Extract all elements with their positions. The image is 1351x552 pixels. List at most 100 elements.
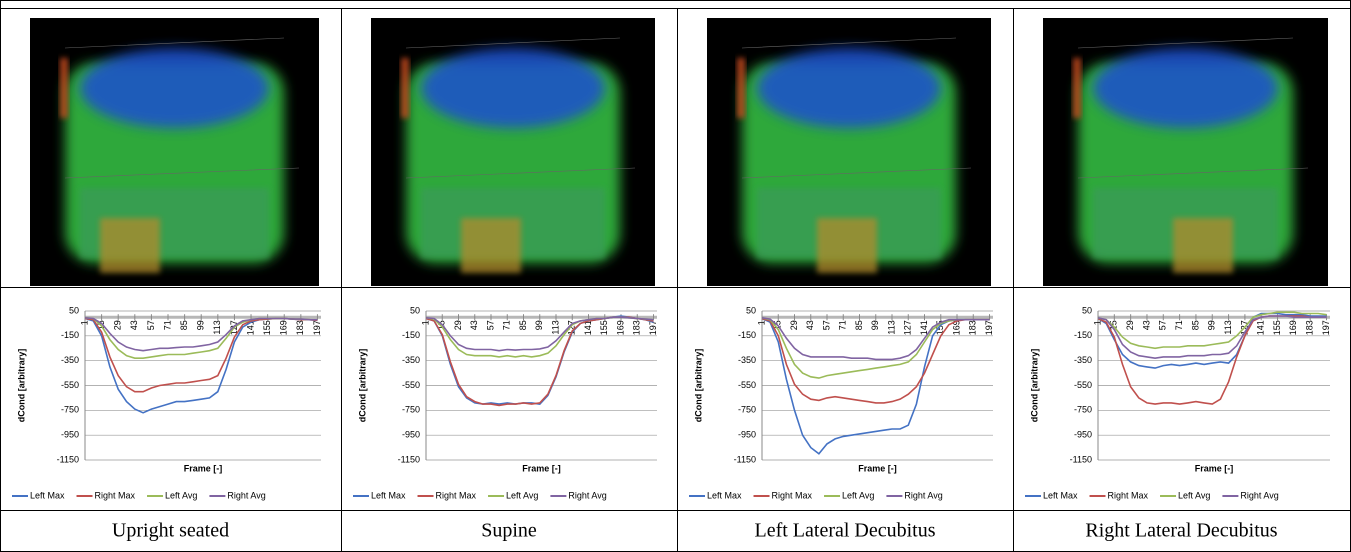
x-tick-label: 127 [567,320,577,335]
y-axis-label: dCond [arbitrary] [16,349,26,423]
x-tick-label: 43 [469,320,479,330]
y-tick-label: -550 [402,380,420,390]
y-tick-label: -950 [1074,430,1092,440]
y-tick-label: -350 [1074,355,1092,365]
x-tick-label: 169 [279,320,289,335]
legend-label: Left Max [1043,490,1078,500]
caption: Upright seated [112,520,229,542]
legend-label: Right Max [772,490,813,500]
y-tick-label: -150 [738,330,756,340]
x-tick-label: 1 [79,320,89,325]
render-edge [401,58,409,118]
x-tick-label: 43 [1141,320,1151,330]
x-tick-label: 197 [312,320,322,335]
x-tick-label: 57 [821,320,831,330]
legend-label: Left Max [371,490,406,500]
render-top [80,48,269,128]
caption: Left Lateral Decubitus [754,520,935,542]
x-tick-label: 1 [756,320,766,325]
series-line [1097,311,1327,350]
y-tick-label: -1150 [398,454,420,464]
x-axis-label: Frame [-] [522,463,561,473]
y-tick-label: -150 [61,330,79,340]
render-edge [60,58,68,118]
x-tick-label: 197 [648,320,658,335]
x-tick-label: 169 [951,320,961,335]
series-line [761,317,990,361]
legend-label: Left Avg [506,490,538,500]
x-tick-label: 197 [984,320,994,335]
x-tick-label: 141 [919,320,929,335]
x-tick-label: 85 [854,320,864,330]
x-axis-label: Frame [-] [1195,463,1234,473]
legend-label: Left Avg [165,490,197,500]
x-tick-label: 43 [805,320,815,330]
x-tick-label: 57 [1158,320,1168,330]
x-tick-label: 99 [196,320,206,330]
y-tick-label: -550 [738,380,756,390]
x-tick-label: 71 [502,320,512,330]
y-tick-label: -750 [738,405,756,415]
legend-label: Right Avg [904,490,942,500]
render-edge [1073,58,1081,118]
x-tick-label: 141 [583,320,593,335]
series-line [1097,312,1327,369]
y-tick-label: -1150 [1070,454,1092,464]
x-tick-label: 43 [129,320,139,330]
y-tick-label: -150 [1074,330,1092,340]
x-tick-label: 183 [1305,320,1315,335]
series-line [761,317,990,404]
render [401,37,636,273]
x-tick-label: 141 [245,320,255,335]
caption: Right Lateral Decubitus [1085,520,1277,542]
x-axis-label: Frame [-] [184,463,223,473]
render-accent [100,218,160,273]
render [737,37,972,273]
y-tick-label: 50 [69,305,79,315]
series-line [425,316,654,352]
x-tick-label: 85 [518,320,528,330]
render-accent [1173,218,1233,273]
x-tick-label: 113 [886,320,896,334]
x-tick-label: 71 [838,320,848,330]
x-tick-label: 155 [262,320,272,335]
render-box [64,37,300,179]
x-tick-label: 29 [113,320,123,330]
x-tick-label: 29 [789,320,799,330]
y-tick-label: -750 [1074,405,1092,415]
x-tick-label: 99 [870,320,880,330]
legend-label: Right Avg [227,490,265,500]
legend-label: Right Max [95,490,136,500]
y-tick-label: -950 [61,430,79,440]
caption: Supine [481,520,537,542]
legend-label: Right Avg [1240,490,1278,500]
y-axis-label: dCond [arbitrary] [693,349,703,423]
x-tick-label: 113 [550,320,560,334]
render-box [405,37,636,179]
series-line [84,317,318,352]
x-tick-label: 15 [437,320,447,330]
y-tick-label: -550 [1074,380,1092,390]
x-tick-label: 113 [212,320,222,334]
x-tick-label: 1 [1092,320,1102,325]
y-tick-label: -350 [738,355,756,365]
legend-label: Left Avg [1178,490,1210,500]
render-accent [461,218,521,273]
render [60,37,300,273]
x-tick-label: 85 [179,320,189,330]
x-tick-label: 155 [1272,320,1282,335]
x-tick-label: 113 [1223,320,1233,334]
x-tick-label: 169 [1288,320,1298,335]
x-tick-label: 29 [1125,320,1135,330]
x-tick-label: 155 [935,320,945,335]
y-tick-label: -1150 [57,454,79,464]
y-tick-label: -150 [402,330,420,340]
y-tick-label: -950 [402,430,420,440]
x-tick-label: 15 [1109,320,1119,330]
x-tick-label: 183 [632,320,642,335]
y-tick-label: -950 [738,430,756,440]
legend-label: Right Max [1108,490,1149,500]
y-tick-label: -350 [61,355,79,365]
y-tick-label: -750 [402,405,420,415]
